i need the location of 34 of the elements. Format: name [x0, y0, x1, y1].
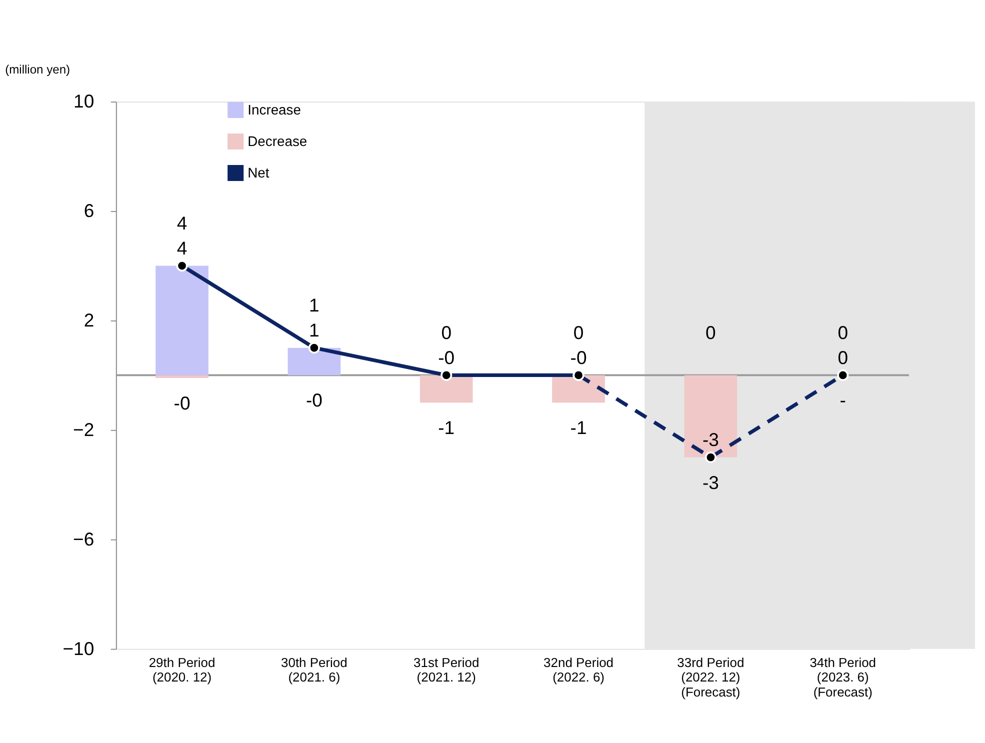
x-tick-label: 30th Period (2021. 6) [281, 654, 348, 685]
data-label: 4 [176, 238, 188, 259]
y-tick-label: 6 [84, 200, 94, 222]
data-label: -3 [702, 472, 719, 493]
legend-label: Decrease [248, 133, 308, 150]
data-label: 4 [176, 212, 188, 234]
y-axis-title: (million yen) [5, 62, 70, 76]
data-label: 0 [441, 322, 452, 344]
data-label: -0 [438, 347, 455, 368]
y-tick-label: 2 [84, 310, 94, 331]
y-tick-label: −10 [62, 638, 94, 659]
data-label: 0 [573, 322, 584, 344]
y-tick-label: −2 [73, 418, 94, 440]
data-label: -0 [174, 392, 190, 414]
data-label: -0 [306, 390, 322, 411]
x-tick-label: 34th Period (2023. 6) (Forecast) [810, 654, 876, 700]
data-label: -1 [438, 417, 455, 438]
data-label: 0 [706, 322, 716, 344]
text: - [840, 390, 846, 411]
data-label: -3 [702, 429, 719, 450]
legend-label: Net [248, 164, 270, 181]
data-label: 0 [838, 322, 848, 344]
data-label: -1 [570, 417, 587, 438]
data-label: -0 [570, 347, 587, 368]
data-label: 0 [838, 347, 848, 368]
x-tick-label: 32nd Period (2022. 6) [544, 654, 614, 685]
data-label: 1 [309, 294, 320, 316]
x-tick-label: 33rd Period (2022. 12) (Forecast) [677, 654, 744, 700]
legend-label: Increase [248, 102, 302, 118]
x-tick-label: 31st Period (2021. 12) [414, 654, 480, 685]
data-label: 1 [309, 320, 320, 341]
y-tick-label: 10 [74, 90, 94, 112]
y-tick-label: −6 [73, 528, 94, 550]
x-tick-label: 29th Period (2020. 12) [148, 654, 216, 685]
